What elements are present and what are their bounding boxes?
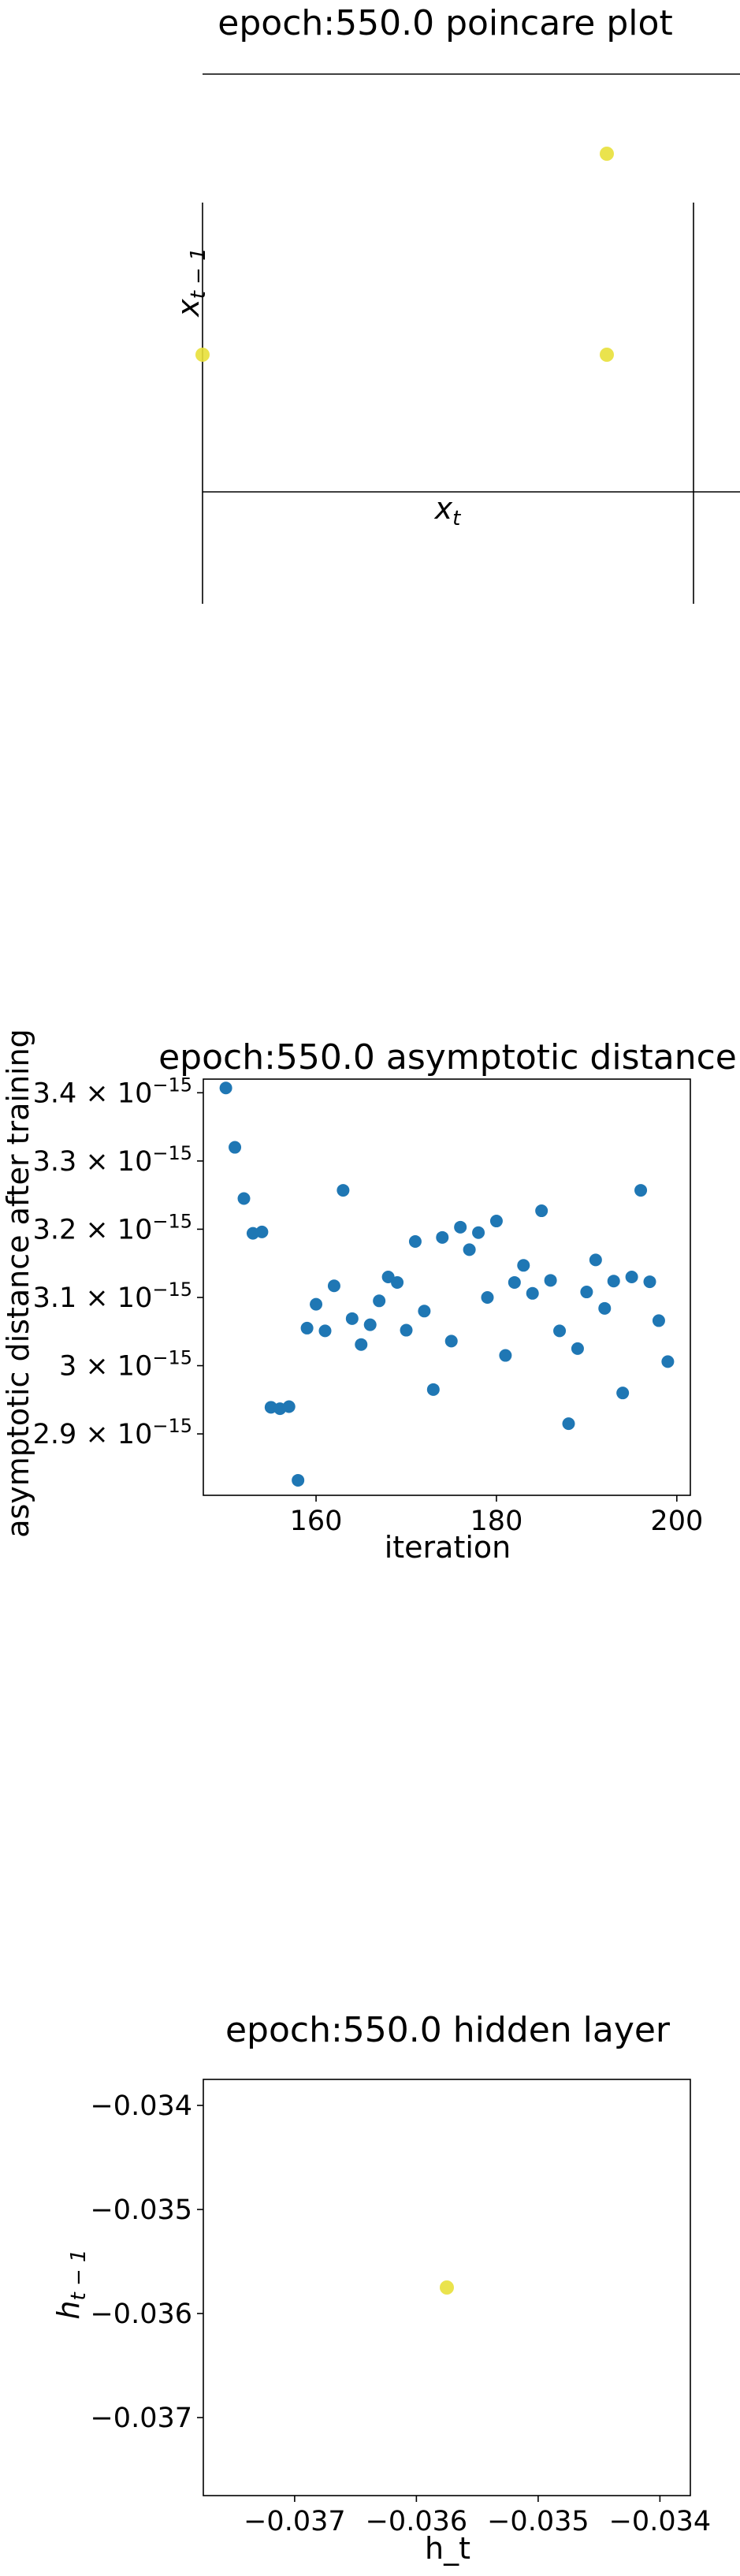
asymptotic-y-ticks: 2.9 × 10−15 3 × 10−15 3.1 × 10−15 3.2 × 10−…	[33, 1074, 203, 1450]
asymptotic-point-28	[472, 1226, 485, 1239]
asymptotic-point-34	[526, 1286, 539, 1300]
asymptotic-point-27	[463, 1243, 476, 1256]
asymptotic-point-23	[426, 1383, 440, 1396]
hidden-layer-x-tick-label: −0.035	[487, 2506, 589, 2537]
asymptotic-y-tick-label: 3.1 × 10−15	[33, 1279, 192, 1314]
asymptotic-point-10	[310, 1297, 323, 1311]
asymptotic-point-30	[489, 1215, 503, 1228]
asymptotic-point-42	[598, 1301, 612, 1315]
asymptotic-point-12	[327, 1279, 340, 1293]
asymptotic-point-20	[400, 1323, 413, 1337]
asymptotic-point-22	[418, 1305, 431, 1318]
asymptotic-points	[219, 1081, 675, 1487]
asymptotic-x-tick-label: 180	[470, 1506, 523, 1537]
asymptotic-distance-chart: epoch:550.0 asymptotic distance 160 180 20…	[1, 1029, 737, 1565]
asymptotic-point-21	[408, 1235, 422, 1249]
hidden-layer-y-ticks: −0.037 −0.036 −0.035 −0.034	[90, 2090, 203, 2434]
asymptotic-y-tick-label: 3 × 10−15	[59, 1347, 192, 1383]
asymptotic-point-19	[391, 1275, 404, 1289]
asymptotic-point-31	[499, 1349, 512, 1362]
hidden-layer-x-tick-label: −0.036	[366, 2506, 468, 2537]
poincare-point-2	[600, 147, 614, 161]
asymptotic-y-tick-label: 3.4 × 10−15	[33, 1074, 192, 1109]
asymptotic-point-41	[589, 1253, 602, 1267]
poincare-chart-title: epoch:550.0 poincare plot	[218, 3, 672, 43]
asymptotic-point-4	[255, 1225, 269, 1238]
asymptotic-point-38	[562, 1417, 575, 1431]
asymptotic-point-35	[535, 1204, 548, 1218]
asymptotic-point-48	[652, 1314, 665, 1327]
asymptotic-point-37	[553, 1324, 567, 1338]
hidden-layer-y-tick-label: −0.037	[90, 2403, 192, 2434]
hidden-layer-chart: epoch:550.0 hidden layer −0.037 −0.036 −0.…	[51, 2010, 711, 2566]
asymptotic-point-44	[616, 1387, 630, 1400]
asymptotic-point-49	[661, 1355, 675, 1368]
asymptotic-point-15	[355, 1338, 368, 1351]
asymptotic-point-39	[571, 1342, 584, 1355]
poincare-chart: epoch:550.0 poincare plot xt xt − 1	[171, 3, 740, 604]
asymptotic-point-45	[625, 1271, 638, 1284]
hidden-layer-y-tick-label: −0.034	[90, 2090, 192, 2122]
asymptotic-point-32	[508, 1275, 521, 1289]
asymptotic-point-1	[229, 1141, 242, 1154]
hidden-layer-x-tick-label: −0.034	[609, 2506, 712, 2537]
asymptotic-point-11	[318, 1324, 332, 1338]
hidden-layer-chart-title: epoch:550.0 hidden layer	[225, 2010, 671, 2050]
asymptotic-point-16	[363, 1318, 377, 1331]
asymptotic-x-tick-label: 200	[650, 1506, 703, 1537]
asymptotic-chart-title: epoch:550.0 asymptotic distance	[158, 1037, 737, 1078]
asymptotic-point-13	[337, 1184, 350, 1197]
hidden-layer-y-tick-label: −0.035	[90, 2194, 192, 2226]
asymptotic-point-0	[219, 1081, 232, 1095]
asymptotic-point-26	[454, 1220, 467, 1234]
asymptotic-point-17	[373, 1294, 386, 1308]
asymptotic-point-14	[345, 1312, 359, 1325]
asymptotic-point-24	[436, 1230, 449, 1244]
asymptotic-plot-frame	[203, 1078, 691, 1496]
asymptotic-y-tick-label: 2.9 × 10−15	[33, 1415, 192, 1450]
hidden-layer-x-axis-label: h_t	[425, 2531, 470, 2566]
asymptotic-point-8	[292, 1473, 305, 1487]
asymptotic-point-9	[300, 1321, 314, 1335]
asymptotic-x-tick-label: 160	[290, 1506, 343, 1537]
poincare-y-axis-label: xt − 1	[171, 248, 210, 318]
hidden-layer-plot-frame	[203, 2079, 691, 2496]
asymptotic-y-tick-label: 3.3 × 10−15	[33, 1142, 192, 1178]
asymptotic-x-axis-label: iteration	[385, 1530, 511, 1565]
asymptotic-point-40	[580, 1286, 593, 1299]
asymptotic-y-axis-label: asymptotic distance after training	[1, 1029, 35, 1538]
asymptotic-point-43	[607, 1275, 620, 1288]
asymptotic-point-47	[643, 1275, 656, 1289]
hidden-layer-y-axis-label: ht − 1	[51, 2249, 91, 2319]
asymptotic-y-tick-label: 3.2 × 10−15	[33, 1210, 192, 1245]
asymptotic-point-46	[634, 1184, 648, 1197]
poincare-point-1	[600, 348, 614, 362]
hidden-layer-points	[440, 2280, 454, 2295]
asymptotic-point-25	[444, 1335, 458, 1348]
hidden-layer-x-tick-label: −0.037	[244, 2506, 346, 2537]
asymptotic-point-7	[282, 1400, 296, 1413]
hidden-layer-y-tick-label: −0.036	[90, 2299, 192, 2330]
asymptotic-x-ticks: 160 180 200	[290, 1495, 703, 1537]
poincare-x-axis-label: xt	[434, 491, 462, 530]
asymptotic-point-36	[544, 1274, 557, 1287]
asymptotic-point-2	[237, 1192, 251, 1205]
poincare-points	[195, 147, 614, 362]
poincare-point-0	[195, 348, 210, 362]
asymptotic-point-33	[517, 1259, 530, 1272]
hidden-layer-point-0	[440, 2280, 454, 2295]
asymptotic-point-29	[481, 1290, 494, 1304]
hidden-layer-x-ticks: −0.037 −0.036 −0.035 −0.034	[244, 2496, 711, 2537]
